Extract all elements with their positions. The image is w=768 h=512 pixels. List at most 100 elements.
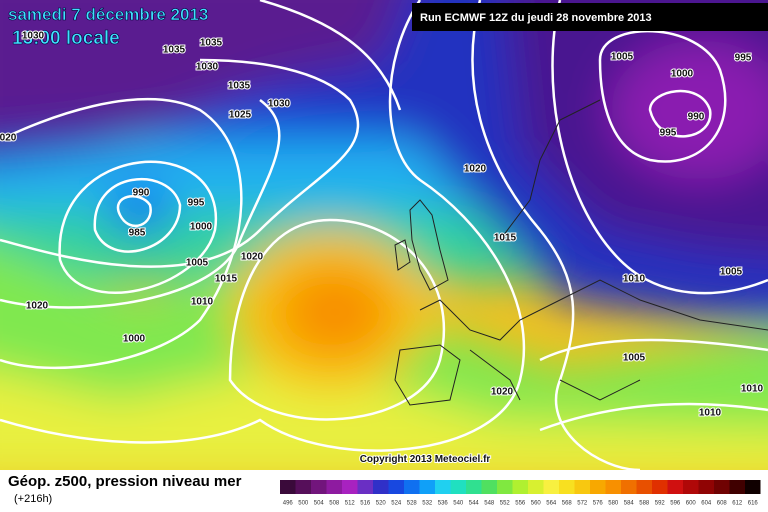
isobar-label: 1015 bbox=[215, 274, 238, 285]
isobar-label: 990 bbox=[133, 188, 150, 199]
colorbar-swatch bbox=[295, 480, 311, 494]
colorbar-label: 520 bbox=[376, 501, 387, 507]
colorbar-label: 552 bbox=[500, 501, 511, 507]
colorbar-label: 608 bbox=[717, 501, 728, 507]
colorbar-swatch bbox=[512, 480, 528, 494]
colorbar-swatch bbox=[311, 480, 327, 494]
date-label: samedi 7 décembre 2013 bbox=[8, 5, 208, 24]
field bbox=[0, 0, 768, 480]
colorbar-swatch bbox=[326, 480, 342, 494]
colorbar-swatch bbox=[574, 480, 590, 494]
colorbar-swatch bbox=[419, 480, 435, 494]
colorbar-label: 580 bbox=[608, 501, 619, 507]
isobar-label: 995 bbox=[188, 198, 205, 209]
colorbar-label: 528 bbox=[407, 501, 418, 507]
isobar-label: 1005 bbox=[623, 353, 646, 364]
copyright: Copyright 2013 Meteociel.fr bbox=[360, 454, 491, 465]
colorbar-label: 568 bbox=[562, 501, 573, 507]
colorbar-label: 512 bbox=[345, 501, 356, 507]
colorbar-swatch bbox=[466, 480, 482, 494]
colorbar-swatch bbox=[497, 480, 513, 494]
isobar-label: 1010 bbox=[623, 274, 646, 285]
colorbar-label: 588 bbox=[639, 501, 650, 507]
colorbar: 496 500 504 508 512 516 520 524 528 532 536 540 544 5… bbox=[280, 480, 761, 507]
isobar-label: 020 bbox=[0, 133, 17, 144]
colorbar-swatch bbox=[636, 480, 652, 494]
isobar-label: 1005 bbox=[720, 267, 743, 278]
colorbar-swatch bbox=[745, 480, 761, 494]
colorbar-swatch bbox=[652, 480, 668, 494]
isobar-label: 1030 bbox=[196, 62, 219, 73]
colorbar-label: 548 bbox=[484, 501, 495, 507]
colorbar-swatch bbox=[404, 480, 420, 494]
colorbar-label: 540 bbox=[453, 501, 464, 507]
isobar-label: 985 bbox=[129, 228, 146, 239]
colorbar-swatch bbox=[729, 480, 745, 494]
colorbar-swatch bbox=[373, 480, 389, 494]
isobar-label: 1010 bbox=[191, 297, 214, 308]
colorbar-label: 500 bbox=[298, 501, 309, 507]
footer-title: Géop. z500, pression niveau mer bbox=[8, 473, 242, 490]
colorbar-swatch bbox=[481, 480, 497, 494]
isobar-label: 1000 bbox=[190, 222, 213, 233]
colorbar-label: 596 bbox=[670, 501, 681, 507]
isobar-label: 995 bbox=[735, 53, 752, 64]
colorbar-swatch bbox=[435, 480, 451, 494]
isobar-label: 1035 bbox=[228, 81, 251, 92]
isobar-label: 1020 bbox=[241, 252, 264, 263]
isobar-label: 1035 bbox=[163, 45, 186, 56]
colorbar-label: 524 bbox=[391, 501, 402, 507]
colorbar-swatch bbox=[528, 480, 544, 494]
colorbar-swatch bbox=[357, 480, 373, 494]
colorbar-swatch bbox=[698, 480, 714, 494]
time-label: 13:00 locale bbox=[12, 28, 120, 49]
colorbar-swatch bbox=[605, 480, 621, 494]
colorbar-label: 496 bbox=[283, 501, 294, 507]
colorbar-swatch bbox=[450, 480, 466, 494]
run-info: Run ECMWF 12Z du jeudi 28 novembre 2013 bbox=[420, 12, 652, 24]
isobar-label: 1035 bbox=[200, 38, 223, 49]
isobar-label: 1020 bbox=[464, 164, 487, 175]
isobar-label: 1010 bbox=[741, 384, 764, 395]
isobar-label: 1015 bbox=[494, 233, 517, 244]
colorbar-label: 556 bbox=[515, 501, 526, 507]
colorbar-swatch bbox=[683, 480, 699, 494]
colorbar-label: 508 bbox=[329, 501, 340, 507]
isobar-label: 1005 bbox=[186, 258, 209, 269]
coastlines bbox=[394, 99, 768, 406]
colorbar-swatch bbox=[559, 480, 575, 494]
colorbar-swatch bbox=[342, 480, 358, 494]
colorbar-label: 560 bbox=[531, 501, 542, 507]
colorbar-label: 612 bbox=[732, 501, 743, 507]
colorbar-swatch bbox=[667, 480, 683, 494]
isobar-label: 1000 bbox=[671, 69, 694, 80]
colorbar-label: 536 bbox=[438, 501, 449, 507]
isobars bbox=[0, 0, 768, 452]
colorbar-label: 504 bbox=[314, 501, 325, 507]
colorbar-label: 564 bbox=[546, 501, 557, 507]
isobar-labels: 1030 1035 1035 1030 1035 1030 1025 020 990 995 985… bbox=[0, 30, 765, 420]
isobar-label: 1020 bbox=[26, 301, 49, 312]
colorbar-swatch bbox=[280, 480, 296, 494]
isobar-label: 1005 bbox=[611, 52, 634, 63]
colorbar-label: 532 bbox=[422, 501, 433, 507]
colorbar-label: 616 bbox=[748, 501, 759, 507]
isobar-label: 1030 bbox=[268, 99, 291, 110]
isobar-label: 1010 bbox=[699, 408, 722, 419]
colorbar-label: 516 bbox=[360, 501, 371, 507]
colorbar-label: 572 bbox=[577, 501, 588, 507]
colorbar-label: 600 bbox=[686, 501, 697, 507]
run-banner bbox=[412, 3, 768, 31]
colorbar-swatch bbox=[543, 480, 559, 494]
colorbar-label: 592 bbox=[655, 501, 666, 507]
colorbar-label: 544 bbox=[469, 501, 480, 507]
isobar-label: 1020 bbox=[491, 387, 514, 398]
colorbar-label: 576 bbox=[593, 501, 604, 507]
colorbar-swatch bbox=[590, 480, 606, 494]
colorbar-swatch bbox=[621, 480, 637, 494]
isobar-label: 1000 bbox=[123, 334, 146, 345]
colorbar-label: 584 bbox=[624, 501, 635, 507]
isobar-label: 990 bbox=[688, 112, 705, 123]
colorbar-label: 604 bbox=[701, 501, 712, 507]
